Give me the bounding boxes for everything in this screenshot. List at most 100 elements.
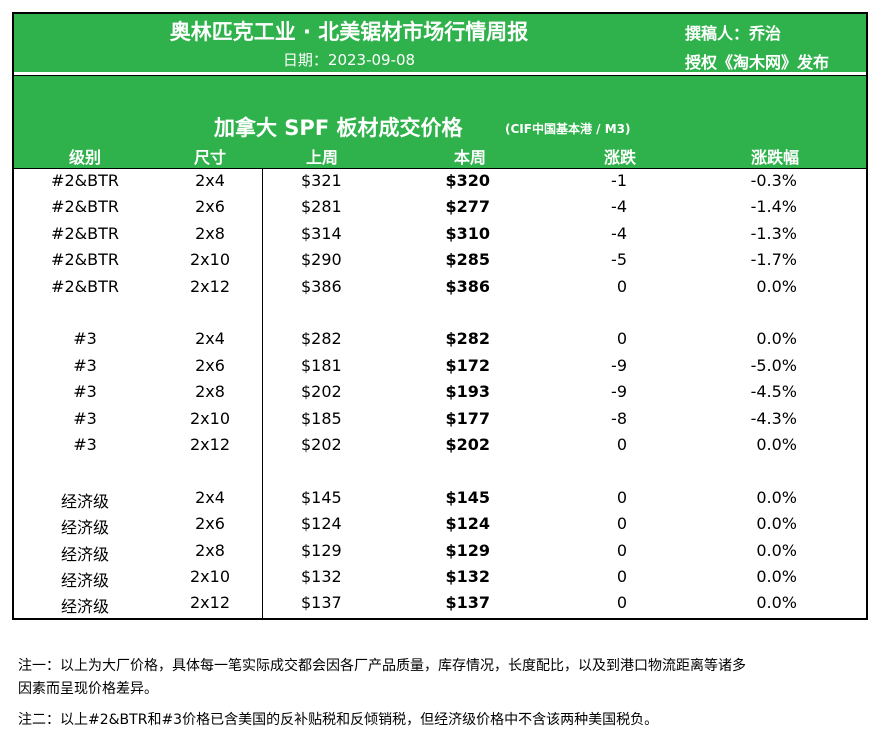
table-cell: $132 <box>445 567 490 586</box>
table-cell: 0.0% <box>756 593 797 613</box>
table-cell: $202 <box>301 435 342 454</box>
note: 因素而呈现价格差异。 <box>18 681 158 697</box>
table-cell: $386 <box>445 276 490 296</box>
table-cell: $281 <box>301 197 342 217</box>
table-cell: #3 <box>73 329 97 349</box>
table-cell: #2&BTR <box>51 250 119 270</box>
column-header: 尺寸 <box>193 148 227 167</box>
table-cell: $314 <box>301 223 342 243</box>
table-cell: $321 <box>301 171 342 190</box>
table-cell: 经济级 <box>60 518 110 538</box>
table-cell: #2&BTR <box>51 223 119 243</box>
header-band <box>14 14 866 72</box>
note: 注一：以上为大厂价格，具体每一笔实际成交都会因各厂产品质量，库存情况，长度配比，… <box>18 658 746 674</box>
table-cell: #2&BTR <box>51 197 119 217</box>
table-cell: #2&BTR <box>51 276 119 296</box>
table-cell: $137 <box>445 593 490 613</box>
report-date: 日期：2023-09-08 <box>282 51 416 69</box>
table-cell: 经济级 <box>60 491 110 511</box>
table-cell: -8 <box>611 408 627 428</box>
table-header-band <box>14 75 866 169</box>
table-cell: -1.3% <box>750 223 797 243</box>
table-cell: $386 <box>301 276 342 296</box>
table-cell: #3 <box>73 355 97 375</box>
table-cell: 2x12 <box>189 593 231 613</box>
table-cell: 2x8 <box>195 540 225 560</box>
table-cell: $277 <box>445 197 490 217</box>
table-cell: 2x6 <box>195 514 225 534</box>
table-cell: 2x6 <box>195 197 225 217</box>
table-cell: #3 <box>73 435 97 454</box>
report-title: 奥林匹克工业 · 北美锯材市场行情周报 <box>169 20 529 44</box>
table-cell: #2&BTR <box>51 171 119 190</box>
table-frame <box>12 12 868 620</box>
table-subtitle: (CIF中国基本港 / M3) <box>505 122 631 136</box>
table-cell: 0 <box>616 276 627 296</box>
table-cell: $181 <box>301 355 342 375</box>
column-divider <box>262 168 263 618</box>
table-cell: $129 <box>445 540 490 560</box>
table-cell: 0 <box>616 540 627 560</box>
table-cell: $145 <box>301 487 342 507</box>
table-cell: $282 <box>445 329 490 349</box>
table-cell: #3 <box>73 408 97 428</box>
table-cell: 经济级 <box>60 597 110 617</box>
table-cell: $172 <box>445 355 490 375</box>
column-header: 级别 <box>68 148 102 167</box>
table-cell: $124 <box>301 514 342 534</box>
table-cell: $320 <box>445 171 490 190</box>
table-cell: $202 <box>445 435 490 454</box>
column-header: 涨跌 <box>603 148 637 167</box>
table-cell: 2x4 <box>195 171 225 190</box>
table-cell: $290 <box>301 250 342 270</box>
table-cell: 0 <box>616 329 627 349</box>
table-cell: -1.4% <box>750 197 797 217</box>
table-cell: 2x4 <box>195 329 225 349</box>
license: 授权《淘木网》发布 <box>685 53 830 72</box>
table-cell: 经济级 <box>60 571 110 590</box>
column-header: 上周 <box>305 148 339 167</box>
table-cell: 0.0% <box>756 487 797 507</box>
table-cell: -1 <box>611 171 627 190</box>
table-title: 加拿大 SPF 板材成交价格 <box>214 116 463 140</box>
table-cell: -4 <box>611 197 627 217</box>
table-cell: 0 <box>616 567 627 586</box>
table-cell: -5 <box>611 250 627 270</box>
table-cell: $193 <box>445 382 490 402</box>
table-cell: $310 <box>445 223 490 243</box>
table-cell: $185 <box>301 408 342 428</box>
table-cell: 2x10 <box>189 567 231 586</box>
table-cell: $145 <box>445 487 490 507</box>
table-cell: $177 <box>445 408 490 428</box>
table-cell: -9 <box>611 382 627 402</box>
table-cell: $282 <box>301 329 342 349</box>
table-cell: 2x6 <box>195 355 225 375</box>
table-cell: $132 <box>301 567 342 586</box>
table-cell: -4.5% <box>750 382 797 402</box>
table-cell: 2x8 <box>195 382 225 402</box>
table-cell: 0 <box>616 514 627 534</box>
table-cell: 0.0% <box>756 540 797 560</box>
table-cell: 0.0% <box>756 276 797 296</box>
table-cell: 0 <box>616 593 627 613</box>
table-cell: 0.0% <box>756 514 797 534</box>
table-cell: -0.3% <box>750 171 797 190</box>
table-cell: 0.0% <box>756 435 797 454</box>
table-cell: 2x8 <box>195 223 225 243</box>
table-cell: 0 <box>616 435 627 454</box>
table-cell: 2x10 <box>189 408 231 428</box>
column-header: 涨跌幅 <box>750 148 800 167</box>
table-cell: 2x12 <box>189 276 231 296</box>
note: 注二：以上#2&BTR和#3价格已含美国的反补贴税和反倾销税，但经济级价格中不含… <box>18 712 659 728</box>
table-cell: $129 <box>301 540 342 560</box>
table-cell: $137 <box>301 593 342 613</box>
table-cell: -4 <box>611 223 627 243</box>
column-header: 本周 <box>453 148 487 167</box>
table-cell: 2x10 <box>189 250 231 270</box>
table-cell: -5.0% <box>750 355 797 375</box>
table-cell: -1.7% <box>750 250 797 270</box>
table-cell: #3 <box>73 382 97 402</box>
table-cell: 0 <box>616 487 627 507</box>
table-cell: 0.0% <box>756 329 797 349</box>
